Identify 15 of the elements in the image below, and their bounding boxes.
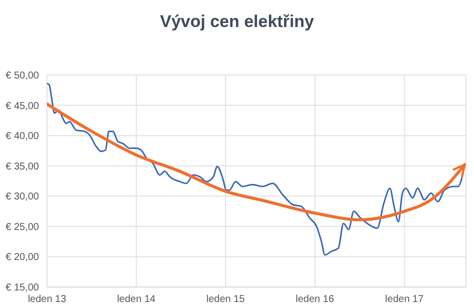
y-tick-label: € 30,00 — [6, 192, 40, 203]
chart-title: Vývoj cen elektřiny — [158, 12, 316, 32]
x-tick-label: leden 13 — [28, 294, 67, 306]
y-tick-label: € 40,00 — [6, 131, 40, 142]
y-tick-label: € 15,00 — [6, 282, 40, 294]
x-tick-label: leden 17 — [385, 294, 424, 306]
y-tick-label: € 20,00 — [6, 252, 40, 264]
y-tick-label: € 50,00 — [6, 70, 40, 82]
x-tick-label: leden 15 — [206, 294, 246, 306]
x-tick-label: leden 14 — [117, 294, 156, 306]
x-tick-label: leden 16 — [296, 294, 334, 306]
y-tick-label: € 25,00 — [6, 222, 40, 233]
y-tick-label: € 45,00 — [6, 100, 40, 112]
y-tick-label: € 35,00 — [6, 161, 40, 172]
line-series — [47, 82, 464, 256]
